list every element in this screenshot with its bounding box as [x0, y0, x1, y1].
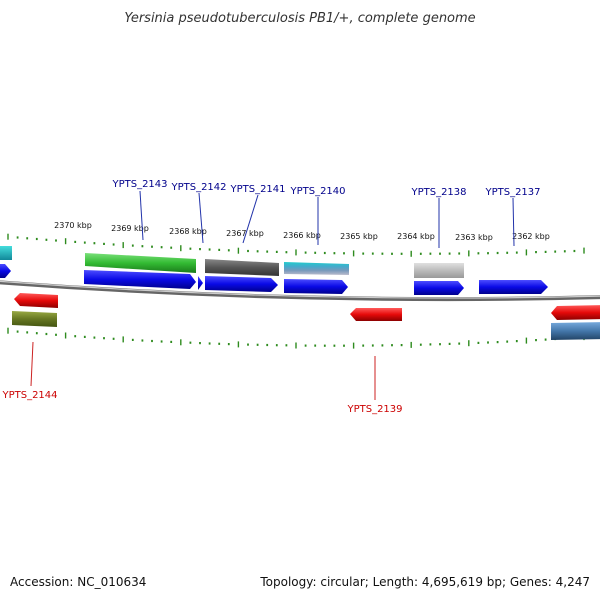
leader-line-2143 — [139, 190, 144, 241]
feature-bar-olive — [12, 311, 57, 327]
forward-gene-arrow-2141 — [205, 276, 278, 292]
kbp-label-2365: 2365 kbp — [340, 232, 378, 241]
leader-line-2137 — [512, 197, 515, 247]
topology-summary-text: Topology: circular; Length: 4,695,619 bp… — [259, 575, 590, 589]
gene-label-ypts-2141[interactable]: YPTS_2141 — [229, 184, 285, 195]
kbp-label-2364: 2364 kbp — [397, 232, 435, 241]
gene-label-ypts-2140[interactable]: YPTS_2140 — [289, 186, 345, 197]
map-title: Yersinia pseudotuberculosis PB1/+, compl… — [124, 11, 475, 26]
reverse-gene-arrow-2144 — [14, 293, 58, 308]
forward-gene-arrow-2138 — [414, 281, 464, 295]
ruler-ticks-outer — [7, 233, 585, 257]
kbp-label-2367: 2367 kbp — [226, 229, 264, 238]
leader-line-2142 — [198, 192, 204, 244]
gene-label-ypts-2137[interactable]: YPTS_2137 — [484, 187, 540, 198]
leader-line-2141 — [242, 194, 259, 244]
forward-gene-arrow-2137 — [479, 280, 548, 294]
gene-label-ypts-2142[interactable]: YPTS_2142 — [170, 182, 226, 193]
kbp-label-2368: 2368 kbp — [169, 227, 207, 236]
kbp-label-2363: 2363 kbp — [455, 233, 493, 242]
forward-gene-arrow-2140 — [284, 279, 348, 294]
feature-bar-cyan — [284, 262, 349, 275]
genome-backbone-highlight — [0, 280, 600, 299]
genome-backbone — [0, 280, 600, 302]
gene-label-ypts-2144[interactable]: YPTS_2144 — [1, 390, 57, 401]
forward-gene-arrow-2142 — [198, 276, 203, 290]
feature-bar-light-gray — [414, 263, 464, 278]
leader-line-2144 — [30, 341, 34, 387]
reverse-gene-arrow-2139 — [350, 308, 402, 321]
forward-gene-arrow-2143 — [84, 270, 196, 289]
feature-bar-dark-gray — [205, 259, 279, 276]
kbp-label-2369: 2369 kbp — [111, 224, 149, 233]
kbp-label-2362: 2362 kbp — [512, 232, 550, 241]
feature-bar-steel — [551, 322, 600, 340]
feature-bar-edge-left — [0, 246, 12, 260]
feature-bar-green — [85, 253, 196, 273]
forward-gene-arrow-left-edge — [0, 264, 11, 278]
reverse-gene-arrow-right-edge — [551, 305, 600, 320]
ruler-ticks-inner — [7, 327, 585, 349]
gene-label-ypts-2139[interactable]: YPTS_2139 — [346, 404, 402, 415]
accession-text: Accession: NC_010634 — [10, 575, 146, 589]
gene-label-ypts-2138[interactable]: YPTS_2138 — [410, 187, 466, 198]
kbp-label-2366: 2366 kbp — [283, 231, 321, 240]
gene-label-ypts-2143[interactable]: YPTS_2143 — [111, 179, 167, 190]
kbp-label-2370: 2370 kbp — [54, 221, 92, 230]
